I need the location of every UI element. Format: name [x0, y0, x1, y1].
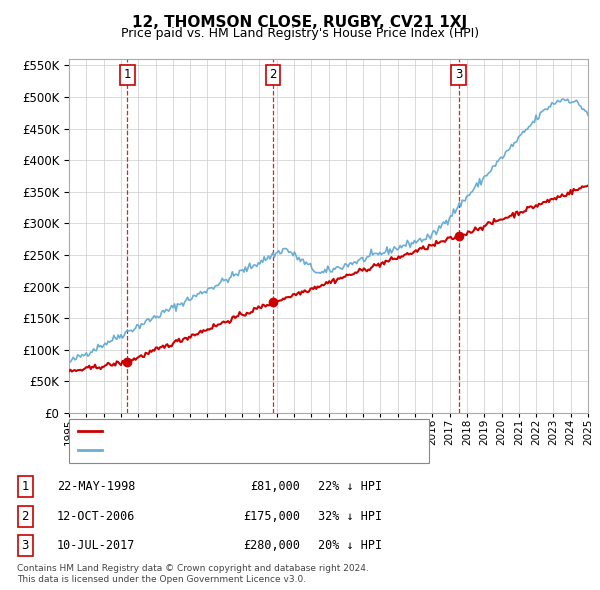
- Text: This data is licensed under the Open Government Licence v3.0.: This data is licensed under the Open Gov…: [17, 575, 306, 584]
- Text: 22-MAY-1998: 22-MAY-1998: [57, 480, 136, 493]
- Text: 2: 2: [22, 510, 29, 523]
- Text: Price paid vs. HM Land Registry's House Price Index (HPI): Price paid vs. HM Land Registry's House …: [121, 27, 479, 40]
- Text: HPI: Average price, detached house, Rugby: HPI: Average price, detached house, Rugb…: [106, 445, 348, 455]
- Text: 32% ↓ HPI: 32% ↓ HPI: [318, 510, 382, 523]
- Text: 2: 2: [269, 68, 277, 81]
- Text: 1: 1: [22, 480, 29, 493]
- Text: £81,000: £81,000: [250, 480, 300, 493]
- Text: £280,000: £280,000: [243, 539, 300, 552]
- Text: 20% ↓ HPI: 20% ↓ HPI: [318, 539, 382, 552]
- Text: 1: 1: [124, 68, 131, 81]
- Text: £175,000: £175,000: [243, 510, 300, 523]
- Text: 3: 3: [455, 68, 462, 81]
- Text: 12, THOMSON CLOSE, RUGBY, CV21 1XJ (detached house): 12, THOMSON CLOSE, RUGBY, CV21 1XJ (deta…: [106, 426, 430, 435]
- Text: 10-JUL-2017: 10-JUL-2017: [57, 539, 136, 552]
- Text: Contains HM Land Registry data © Crown copyright and database right 2024.: Contains HM Land Registry data © Crown c…: [17, 565, 368, 573]
- Text: 12, THOMSON CLOSE, RUGBY, CV21 1XJ: 12, THOMSON CLOSE, RUGBY, CV21 1XJ: [133, 15, 467, 30]
- Text: 12-OCT-2006: 12-OCT-2006: [57, 510, 136, 523]
- Text: 3: 3: [22, 539, 29, 552]
- Text: 22% ↓ HPI: 22% ↓ HPI: [318, 480, 382, 493]
